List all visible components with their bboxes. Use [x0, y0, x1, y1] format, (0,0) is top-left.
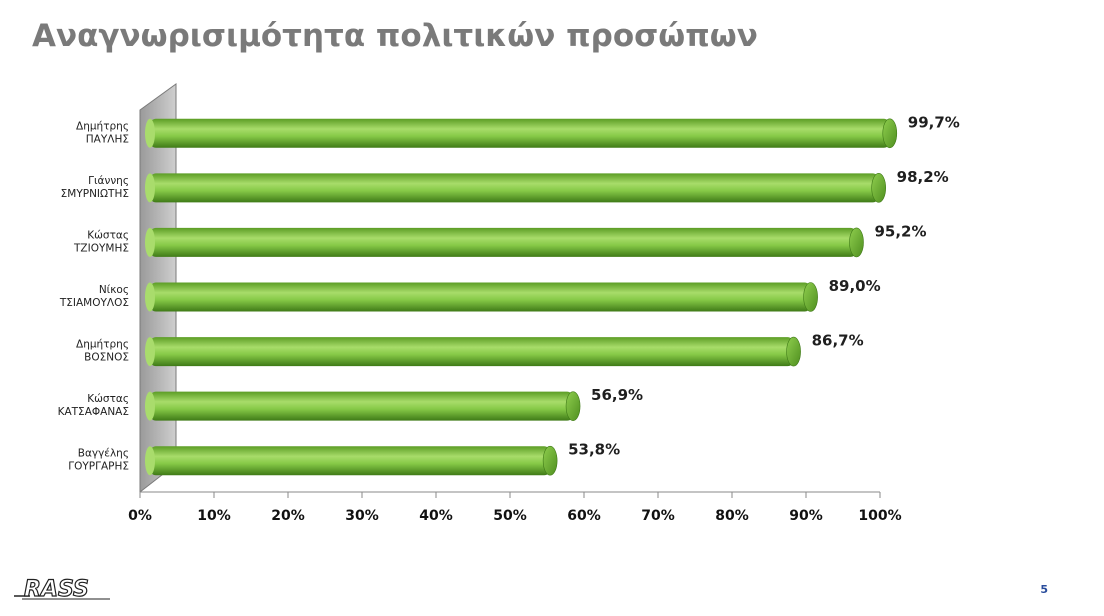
category-label: ΤΣΙΑΜΟΥΛΟΣ	[59, 297, 129, 309]
category-label: ΒΟΣΝΟΣ	[84, 352, 129, 364]
bar-start-cap	[145, 227, 155, 257]
bar-end-cap	[786, 336, 801, 367]
bar	[150, 391, 574, 421]
x-tick-label: 90%	[789, 508, 823, 524]
category-label: ΚΑΤΣΑΦΑΝΑΣ	[58, 406, 129, 418]
x-tick-label: 30%	[345, 508, 379, 524]
category-label: Γιάννης	[88, 175, 129, 187]
category-label: ΠΑΥΛΗΣ	[86, 133, 129, 145]
bar	[150, 118, 890, 148]
x-tick-label: 20%	[271, 508, 305, 524]
value-label: 99,7%	[908, 113, 960, 131]
bar-start-cap	[145, 173, 155, 203]
category-label: Βαγγέλης	[78, 448, 129, 460]
bar	[150, 446, 551, 476]
value-label: 53,8%	[568, 441, 620, 459]
category-label: Κώστας	[87, 393, 129, 405]
x-tick-label: 0%	[128, 508, 152, 524]
bar-start-cap	[145, 446, 155, 476]
x-tick-label: 100%	[858, 508, 901, 524]
value-label: 95,2%	[874, 222, 926, 240]
category-label: Κώστας	[87, 229, 129, 241]
bar	[150, 173, 879, 203]
rass-logo: RASS	[10, 570, 122, 604]
category-label: Δημήτρης	[76, 120, 129, 132]
x-tick-label: 10%	[197, 508, 231, 524]
bar-end-cap	[565, 391, 581, 421]
bar-start-cap	[145, 391, 155, 421]
bar	[150, 337, 794, 367]
category-label: ΣΜΥΡΝΙΩΤΗΣ	[61, 188, 129, 200]
bar	[150, 282, 811, 312]
category-label: ΤΖΙΟΥΜΗΣ	[73, 242, 129, 254]
page-number: 5	[1040, 583, 1048, 596]
value-label: 98,2%	[897, 168, 949, 186]
bar-start-cap	[145, 282, 155, 312]
bar-start-cap	[145, 118, 155, 148]
x-tick-label: 80%	[715, 508, 749, 524]
value-label: 89,0%	[829, 277, 881, 295]
bar-start-cap	[145, 337, 155, 367]
bar-end-cap	[871, 173, 886, 203]
page-title: Αναγνωρισιμότητα πολιτικών προσώπων	[32, 18, 758, 54]
logo-text: RASS	[24, 577, 89, 602]
bar	[150, 227, 857, 257]
bar-end-cap	[882, 118, 898, 149]
category-label: Νίκος	[99, 284, 129, 296]
x-tick-label: 70%	[641, 508, 675, 524]
value-label: 86,7%	[812, 332, 864, 350]
x-tick-label: 60%	[567, 508, 601, 524]
x-tick-label: 50%	[493, 508, 527, 524]
bar-end-cap	[542, 445, 558, 476]
x-tick-label: 40%	[419, 508, 453, 524]
bar-end-cap	[803, 282, 818, 312]
category-label: Δημήτρης	[76, 339, 129, 351]
value-label: 56,9%	[591, 386, 643, 404]
category-label: ΓΟΥΡΓΑΡΗΣ	[68, 461, 129, 473]
bar-end-cap	[849, 227, 864, 258]
